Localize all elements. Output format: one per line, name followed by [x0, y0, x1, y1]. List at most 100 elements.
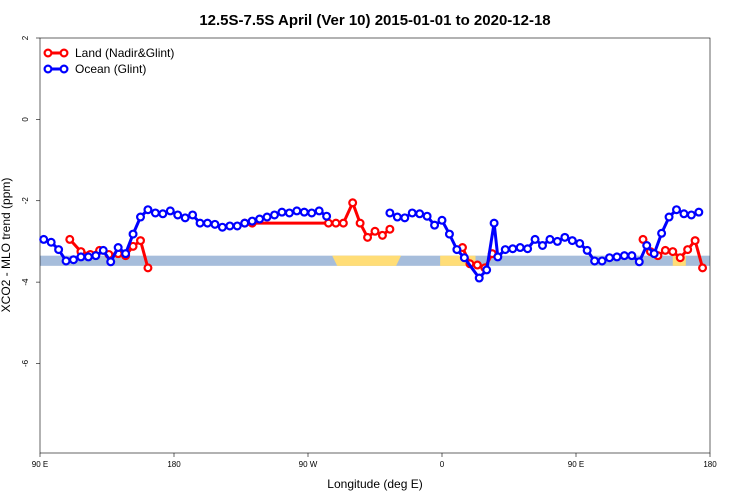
data-point	[530, 234, 540, 244]
data-point	[46, 237, 56, 247]
data-point	[474, 273, 484, 283]
data-point	[323, 218, 333, 228]
data-point	[638, 234, 648, 244]
data-point	[331, 218, 341, 228]
x-tick-label: 0	[440, 460, 445, 469]
data-point	[385, 208, 395, 218]
data-point	[173, 210, 183, 220]
data-point	[270, 210, 280, 220]
data-point	[604, 253, 614, 263]
data-point	[698, 263, 708, 273]
data-point	[675, 253, 685, 263]
legend-swatch-marker	[59, 64, 69, 74]
data-point	[338, 218, 348, 228]
data-point	[68, 255, 78, 265]
x-tick-label: 90 E	[568, 460, 584, 469]
data-point	[136, 212, 146, 222]
data-point	[65, 234, 75, 244]
data-point	[377, 230, 387, 240]
data-point	[76, 252, 86, 262]
data-point	[415, 209, 425, 219]
x-axis-label: Longitude (deg E)	[327, 477, 422, 491]
data-point	[143, 263, 153, 273]
data-point	[545, 234, 555, 244]
data-point	[54, 245, 64, 255]
data-point	[612, 252, 622, 262]
data-point	[136, 236, 146, 246]
data-point	[552, 236, 562, 246]
data-point	[668, 247, 678, 257]
data-point	[322, 211, 332, 221]
series-layer	[39, 198, 708, 283]
data-point	[482, 265, 492, 275]
data-point	[91, 251, 101, 261]
data-point	[158, 209, 168, 219]
data-point	[143, 205, 153, 215]
series-ocean	[39, 205, 704, 283]
data-point	[508, 244, 518, 254]
x-tick-label: 180	[167, 460, 181, 469]
data-point	[634, 257, 644, 267]
data-point	[61, 256, 71, 266]
x-tick-label: 180	[703, 460, 717, 469]
data-point	[560, 232, 570, 242]
legend-swatch-marker	[59, 48, 69, 58]
data-point	[292, 206, 302, 216]
data-point	[217, 222, 227, 232]
y-tick-label: -2	[21, 197, 30, 205]
data-point	[284, 208, 294, 218]
data-point	[437, 215, 447, 225]
y-tick-label: -4	[21, 278, 30, 286]
data-point	[165, 206, 175, 216]
data-point	[523, 244, 533, 254]
data-point	[619, 251, 629, 261]
data-point	[150, 208, 160, 218]
y-tick-label: -6	[21, 359, 30, 367]
data-point	[489, 218, 499, 228]
data-point	[106, 257, 116, 267]
data-point	[679, 209, 689, 219]
land-band	[440, 255, 476, 266]
legend-label: Ocean (Glint)	[75, 62, 146, 76]
data-point	[121, 249, 131, 259]
data-point	[660, 245, 670, 255]
data-point	[363, 232, 373, 242]
x-tick-label: 90 W	[299, 460, 318, 469]
data-point	[694, 207, 704, 217]
data-point	[444, 229, 454, 239]
data-point	[649, 249, 659, 259]
data-point	[195, 218, 205, 228]
data-point	[39, 234, 49, 244]
land-band	[332, 255, 402, 266]
data-point	[98, 245, 108, 255]
data-point	[500, 245, 510, 255]
y-axis: 2 0 -2 -4 -6	[21, 35, 40, 367]
data-point	[690, 236, 700, 246]
x-axis: 90 E 180 90 W 0 90 E 180	[32, 453, 717, 469]
data-point	[452, 245, 462, 255]
legend-swatch-marker	[43, 48, 53, 58]
data-point	[355, 218, 365, 228]
y-tick-label: 0	[21, 117, 30, 122]
data-point	[590, 256, 600, 266]
data-point	[515, 243, 525, 253]
y-tick-label: 2	[21, 35, 30, 40]
data-point	[232, 221, 242, 231]
data-point	[113, 243, 123, 253]
data-point	[472, 260, 482, 270]
data-point	[686, 210, 696, 220]
data-point	[225, 221, 235, 231]
data-point	[422, 211, 432, 221]
y-axis-label: XCO2 - MLO trend (ppm)	[0, 178, 13, 313]
data-point	[299, 207, 309, 217]
data-point	[240, 218, 250, 228]
chart-title: 12.5S-7.5S April (Ver 10) 2015-01-01 to …	[199, 12, 550, 29]
data-point	[392, 212, 402, 222]
data-point	[83, 252, 93, 262]
data-point	[575, 238, 585, 248]
data-point	[400, 213, 410, 223]
plot-frame	[39, 37, 711, 454]
x-tick-label: 90 E	[32, 460, 48, 469]
data-point	[247, 216, 257, 226]
